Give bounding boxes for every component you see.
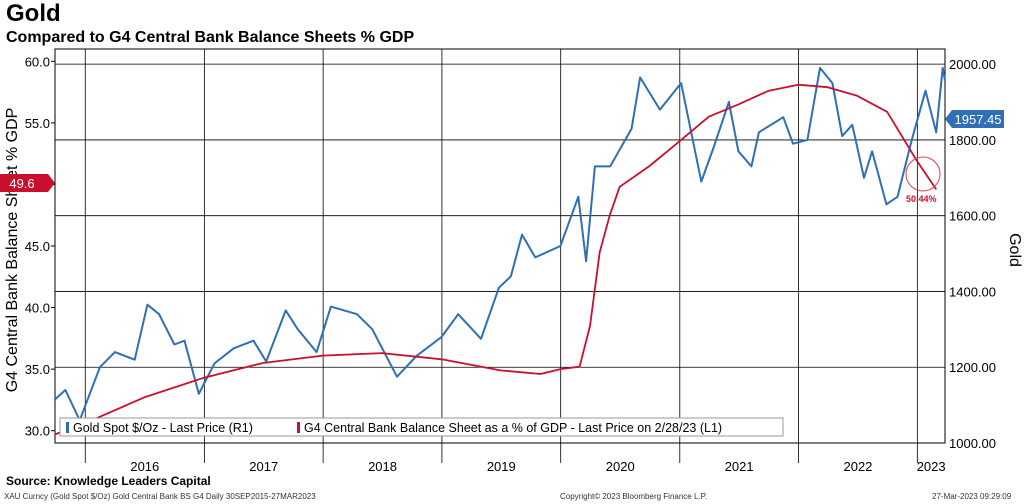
series-layer [54,66,946,436]
right-tick-label: 1200.00 [949,360,996,375]
gold-price-line [54,66,946,422]
legend: Gold Spot $/Oz - Last Price (R1) G4 Cent… [59,417,784,437]
footer-timestamp: 27-Mar-2023 09:29:09 [932,492,1012,501]
right-tick-label: 2000.00 [949,57,996,72]
right-tick-label: 1600.00 [949,209,996,224]
plot-frame [54,48,946,444]
g4-last-value-badge: 49.6 [0,174,55,192]
left-tick-label: 60.0 [25,54,50,69]
legend-swatch-gold [66,422,69,433]
left-tick-label: 30.0 [25,424,50,439]
chart-title: Gold [6,0,61,27]
left-axis-ticks: 30.035.040.045.050.055.060.0 [25,54,55,439]
x-tick-label: 2016 [130,459,159,474]
g4-last-value: 49.6 [9,176,34,191]
left-tick-label: 40.0 [25,301,50,316]
chart-subtitle: Compared to G4 Central Bank Balance Shee… [6,29,415,46]
left-tick-label: 55.0 [25,116,50,131]
annotation-circle [905,156,941,192]
x-tick-label: 2021 [725,459,754,474]
right-tick-label: 1000.00 [949,436,996,451]
x-tick-label: 2023 [917,459,946,474]
legend-swatch-g4 [297,422,300,433]
footer-ticker: XAU Curncy (Gold Spot $/Oz) Gold Central… [4,492,316,501]
footer-copyright: Copyright© 2023 Bloomberg Finance L.P. [560,492,708,501]
x-tick-label: 2017 [249,459,278,474]
right-axis-label: Gold [1006,233,1023,267]
x-tick-label: 2022 [843,459,872,474]
g4-balance-sheet-line [54,83,937,436]
gold-last-value-badge: 1957.45 [945,110,1004,128]
source-note: Source: Knowledge Leaders Capital [6,474,211,488]
left-tick-label: 45.0 [25,239,50,254]
right-tick-label: 1400.00 [949,284,996,299]
x-tick-label: 2018 [368,459,397,474]
annotation-label: 50.44% [906,194,937,204]
x-tick-label: 2020 [606,459,635,474]
gold-last-value: 1957.45 [955,112,1002,127]
right-tick-label: 1800.00 [949,133,996,148]
right-axis-ticks: 1000.00 1200.00 1400.00 1600.00 1800.00 2000.… [949,57,996,451]
legend-label-g4: G4 Central Bank Balance Sheet as a % of … [304,421,722,435]
x-axis-ticks: 2016 2017 2018 2019 2020 2021 2022 2023 [84,443,946,474]
x-tick-label: 2019 [487,459,516,474]
left-axis-label: G4 Central Bank Balance Sheet % GDP [4,108,21,393]
legend-label-gold: Gold Spot $/Oz - Last Price (R1) [73,421,253,435]
left-tick-label: 35.0 [25,362,50,377]
